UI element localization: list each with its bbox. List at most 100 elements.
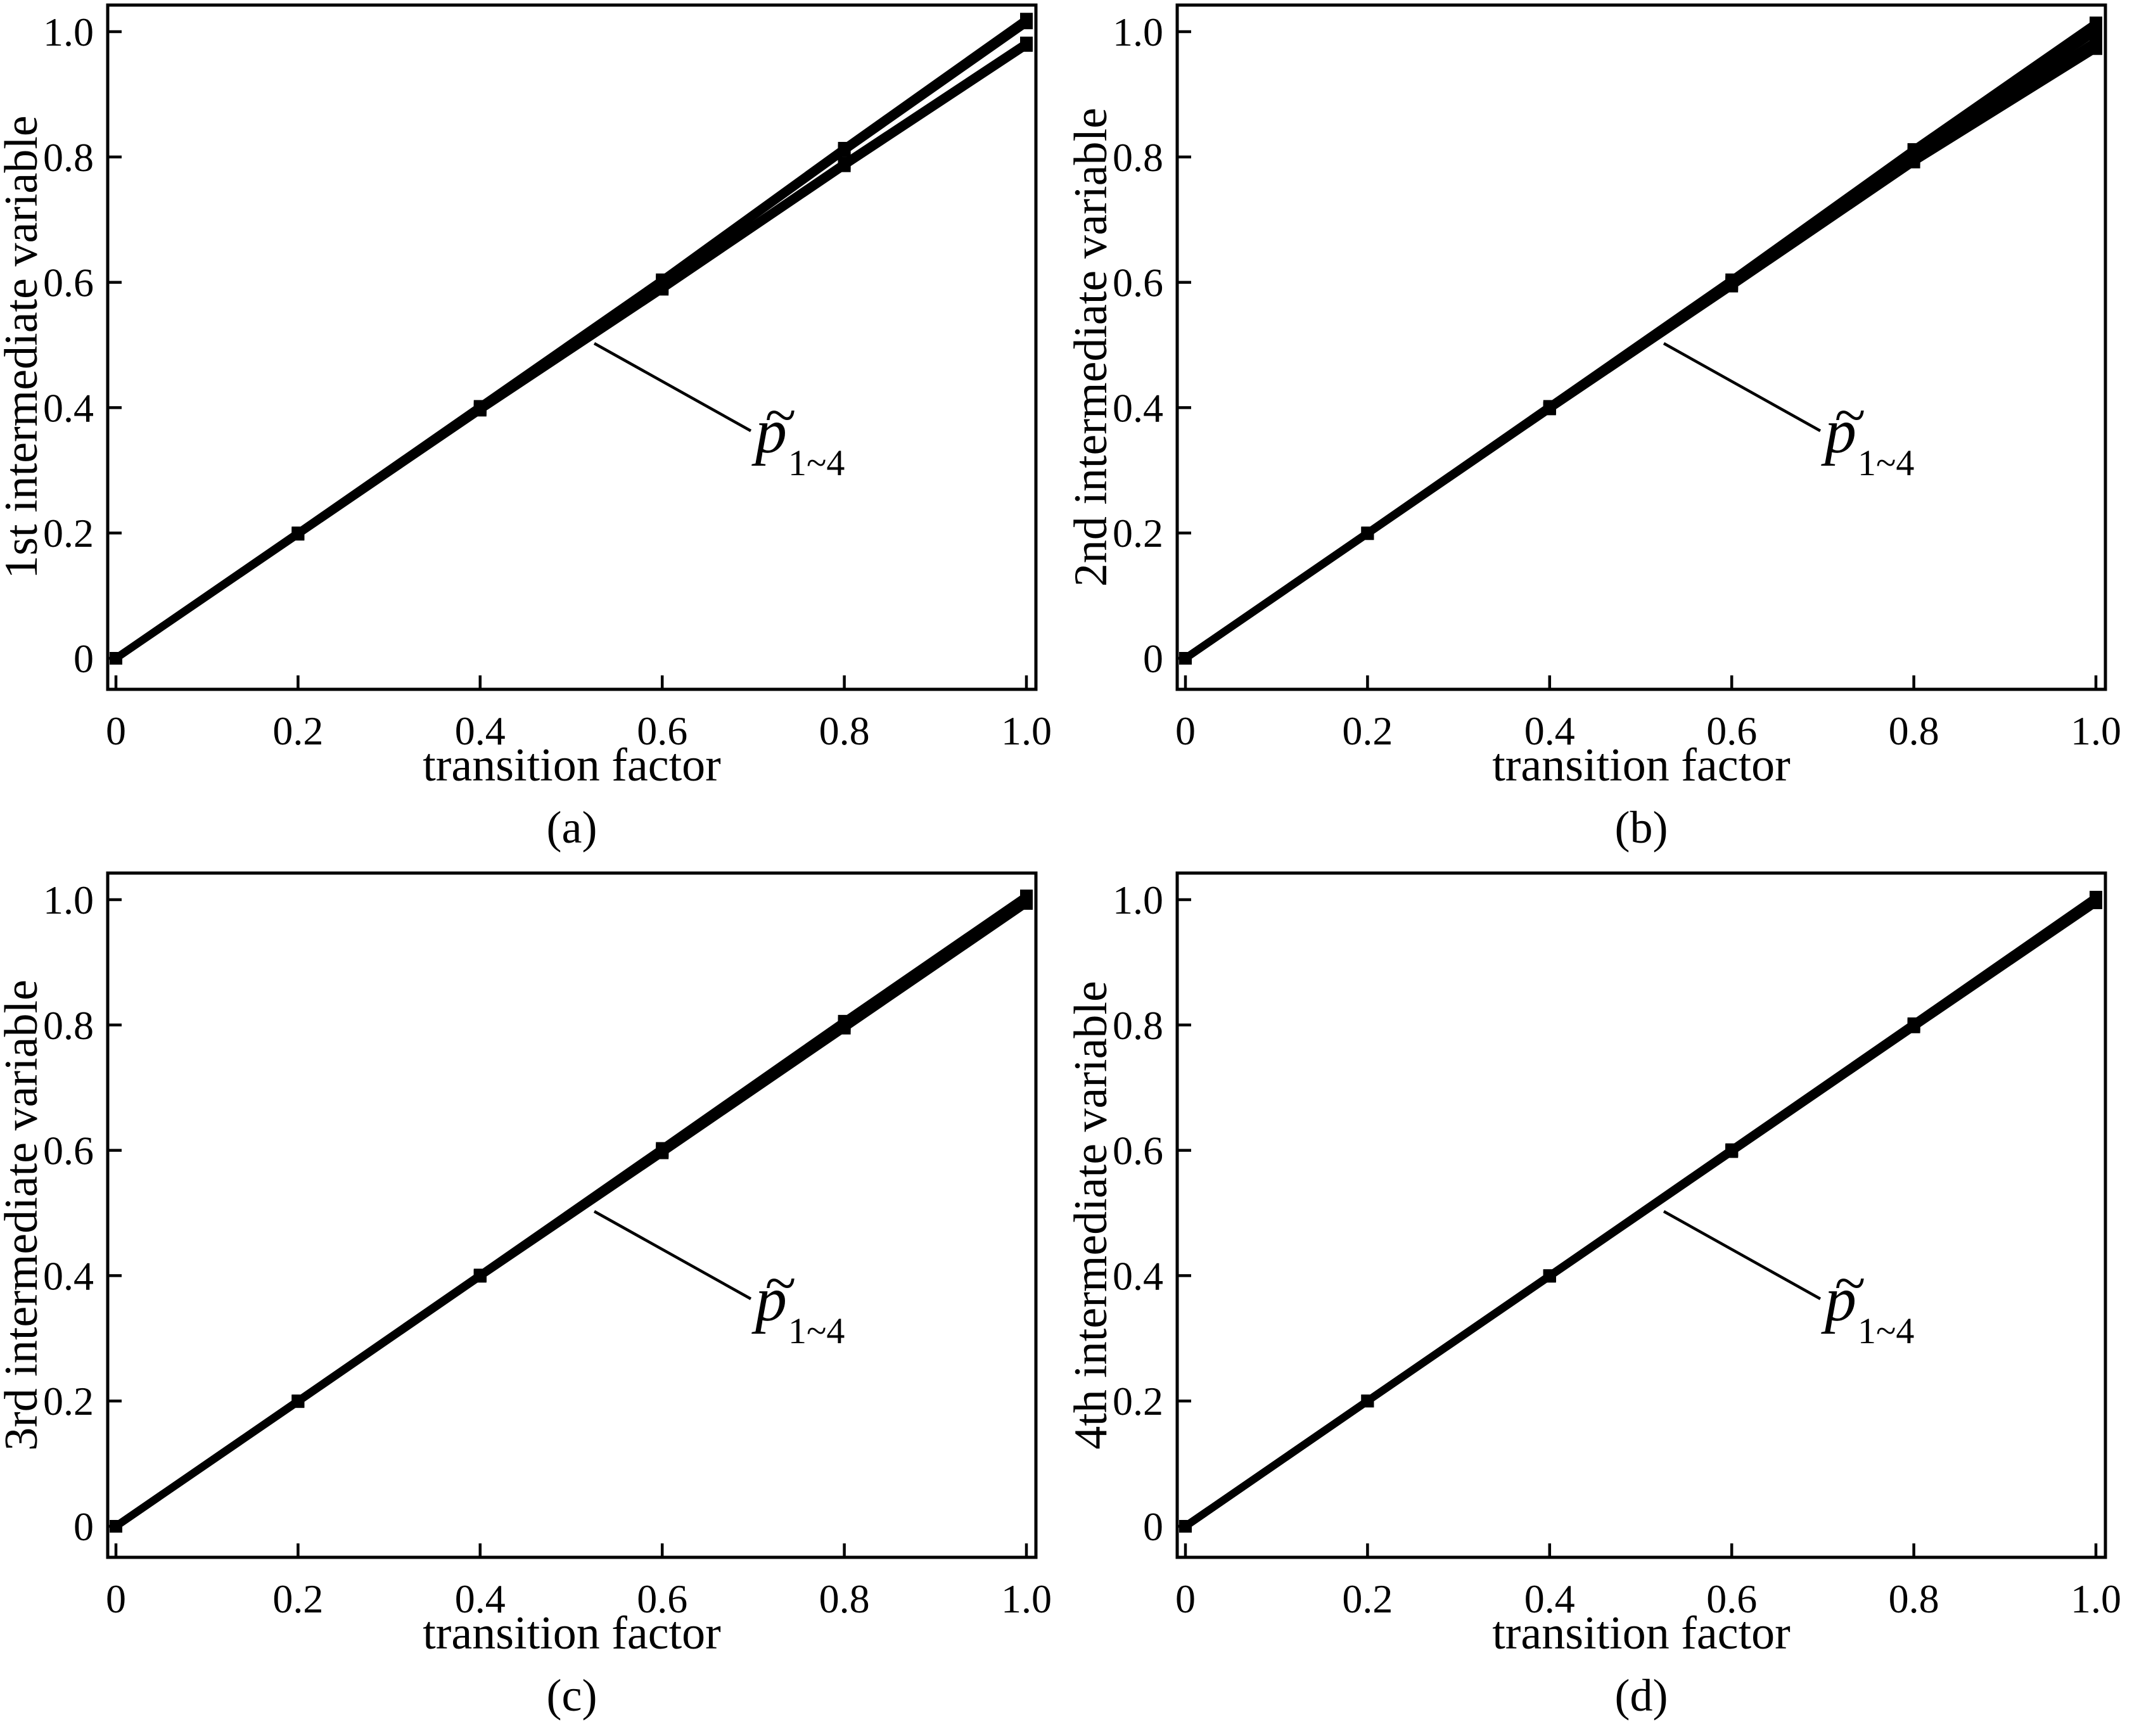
x-axis-title: transition factor <box>423 1607 721 1659</box>
y-axis-tick-label: 1.0 <box>1113 10 1163 54</box>
x-axis-title: transition factor <box>423 739 721 791</box>
data-point-marker-p4 <box>656 1146 669 1159</box>
data-point-marker-p4 <box>291 528 305 541</box>
y-axis-tick-label: 0 <box>73 1504 94 1549</box>
y-axis-tick-label: 0.4 <box>1113 385 1163 430</box>
data-point-marker-p4 <box>1907 1020 1920 1033</box>
data-point-marker-p4 <box>1179 652 1192 665</box>
series-line-p4 <box>1183 899 2098 1529</box>
y-axis-title: 3rd intermediate variable <box>0 980 48 1451</box>
subplot-a: 0 0.2 0.4 0.6 0.8 1.0 0 0.2 0.4 0.6 0.8 1.0 transiti… <box>0 0 1070 868</box>
y-axis-tick-label: 0.2 <box>1113 511 1163 556</box>
data-point-marker-p4 <box>110 652 122 665</box>
subplot-c: 0 0.2 0.4 0.6 0.8 1.0 0 0.2 0.4 0.6 0.8 1.0 transiti… <box>0 868 1070 1736</box>
series-line-p4 <box>113 900 1029 1529</box>
data-point-marker-p4 <box>1179 1520 1192 1533</box>
y-axis-tick-label: 0 <box>1143 636 1163 681</box>
data-point-marker-p2 <box>1020 16 1033 30</box>
x-axis-tick-label: 1.0 <box>2071 708 2121 753</box>
y-axis-tick-label: 0.2 <box>43 1379 94 1424</box>
data-point-marker-p4 <box>1725 279 1739 293</box>
x-axis-tick-label: 1.0 <box>1001 708 1052 753</box>
data-point-marker-p4 <box>473 404 487 417</box>
y-axis-tick-label: 0 <box>73 636 94 681</box>
y-axis-tick-label: 0.8 <box>43 1003 94 1048</box>
y-axis-tick-label: 0.8 <box>1113 1003 1163 1048</box>
annotation-leader-line <box>1663 342 1822 432</box>
annotation-tilde-accent: ~ <box>1835 1252 1866 1315</box>
x-axis-tick-label: 0 <box>1175 708 1196 753</box>
data-point-marker-p4 <box>2090 42 2102 55</box>
data-point-marker-p4 <box>838 1021 851 1035</box>
y-axis-tick-label: 0 <box>1143 1504 1163 1549</box>
y-axis-tick-label: 0.4 <box>43 385 94 430</box>
x-axis-title: transition factor <box>1492 739 1791 791</box>
annotation-tilde-accent: ~ <box>1835 384 1866 447</box>
series-line-p4 <box>1183 45 2098 661</box>
y-axis-tick-label: 0.2 <box>1113 1379 1163 1424</box>
x-axis-tick-label: 0.2 <box>272 1576 323 1621</box>
annotation-label-base: p <box>1821 396 1856 466</box>
x-axis-tick-label: 0 <box>1175 1576 1196 1621</box>
x-axis-tick-label: 0.4 <box>455 708 506 753</box>
y-axis-title: 2nd intermediate variable <box>1070 108 1117 587</box>
plot-box <box>106 3 1038 691</box>
x-axis-tick-label: 0.4 <box>1524 1576 1575 1621</box>
annotation-label-subscript: 1~4 <box>1858 1310 1914 1351</box>
data-point-marker-p4 <box>1020 39 1033 52</box>
y-axis-tick-label: 0.8 <box>1113 135 1163 180</box>
x-axis-tick-label: 0.6 <box>1706 1576 1757 1621</box>
y-axis-tick-label: 0.6 <box>1113 260 1163 305</box>
y-axis-tick-label: 1.0 <box>43 878 94 922</box>
data-point-marker-p4 <box>1543 402 1556 416</box>
series-line-p4 <box>113 42 1029 661</box>
data-point-marker-p4 <box>1907 155 1920 169</box>
y-axis-tick-label: 0.8 <box>43 135 94 180</box>
x-axis-tick-label: 0 <box>106 1576 126 1621</box>
x-axis-tick-label: 0.8 <box>1889 708 1939 753</box>
x-axis-tick-label: 1.0 <box>1001 1576 1052 1621</box>
data-point-marker-p4 <box>838 159 851 172</box>
data-point-marker-p4 <box>291 1395 305 1408</box>
subplot-b: 0 0.2 0.4 0.6 0.8 1.0 0 0.2 0.4 0.6 0.8 1.0 transiti… <box>1070 0 2139 868</box>
x-axis-tick-label: 0.4 <box>455 1576 506 1621</box>
y-axis-tick-label: 1.0 <box>43 10 94 54</box>
x-axis-tick-label: 0.2 <box>1342 708 1393 753</box>
x-axis-tick-label: 0.8 <box>1889 1576 1939 1621</box>
data-point-marker-p4 <box>656 283 669 296</box>
annotation-tilde-accent: ~ <box>765 1252 796 1315</box>
y-axis-tick-label: 0.4 <box>1113 1253 1163 1298</box>
x-axis-tick-label: 1.0 <box>2071 1576 2121 1621</box>
data-point-marker-p4 <box>1020 897 1033 910</box>
x-axis-tick-label: 0.4 <box>1524 708 1575 753</box>
data-point-marker-p4 <box>1361 527 1374 540</box>
x-axis-tick-label: 0.6 <box>637 1576 687 1621</box>
annotation-label-base: p <box>751 1264 787 1334</box>
data-point-marker-p4 <box>1543 1270 1556 1283</box>
y-axis-tick-label: 1.0 <box>1113 878 1163 922</box>
plot-box <box>106 871 1038 1559</box>
data-point-marker-p4 <box>110 1520 122 1533</box>
y-axis-tick-label: 0.6 <box>1113 1128 1163 1173</box>
y-axis-tick-label: 0.2 <box>43 511 94 556</box>
annotation-label-subscript: 1~4 <box>788 1310 845 1351</box>
annotation-tilde-accent: ~ <box>765 384 796 447</box>
annotation-label-subscript: 1~4 <box>788 442 845 483</box>
annotation-label-base: p <box>751 396 787 466</box>
annotation-leader-line <box>1663 1210 1822 1300</box>
y-axis-tick-label: 0.4 <box>43 1253 94 1298</box>
annotation-label-subscript: 1~4 <box>1858 442 1914 483</box>
x-axis-tick-label: 0.6 <box>637 708 687 753</box>
data-point-marker-p4 <box>2090 896 2102 909</box>
x-axis-tick-label: 0.8 <box>819 708 870 753</box>
data-point-marker-p4 <box>473 1270 487 1283</box>
plot-box <box>1175 871 2107 1559</box>
subplot-caption: (a) <box>547 802 597 853</box>
x-axis-tick-label: 0.6 <box>1706 708 1757 753</box>
x-axis-tick-label: 0.8 <box>819 1576 870 1621</box>
subplot-caption: (c) <box>547 1670 597 1721</box>
y-axis-tick-label: 0.6 <box>43 1128 94 1173</box>
subplot-caption: (d) <box>1615 1670 1668 1721</box>
annotation-leader-line <box>593 342 752 432</box>
